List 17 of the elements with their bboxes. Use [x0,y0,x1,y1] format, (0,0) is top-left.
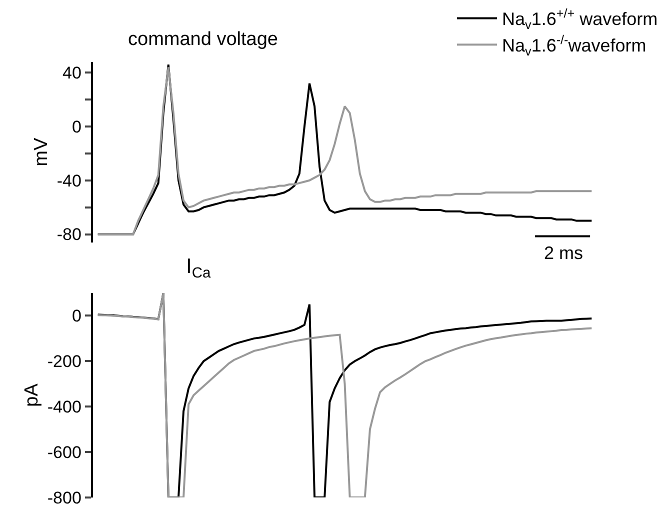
y-axis-title: mV [31,138,52,166]
y-tick-label: -200 [47,352,82,372]
text: 2 ms [544,243,584,263]
chart-title: I$_{Ca}$ [186,255,212,282]
y-tick-label: 40 [62,64,82,83]
y-tick-label: -600 [47,442,82,462]
y-tick-label: 0 [72,117,82,136]
legend-label: Na$_{v}$1.6$^{+/+}$ waveform [502,6,658,32]
y-tick-label: -40 [56,171,82,190]
y-tick-label: -400 [47,398,82,417]
y-tick-label: -800 [47,488,82,508]
chart-title: command voltage [128,29,278,50]
y-tick-label: 0 [72,306,82,326]
y-tick-label: -80 [56,225,82,244]
legend-label: Na$_{v}$1.6$^{-/-}$waveform [502,33,646,58]
line-series [96,293,593,498]
y-axis-title: pA [22,383,43,407]
